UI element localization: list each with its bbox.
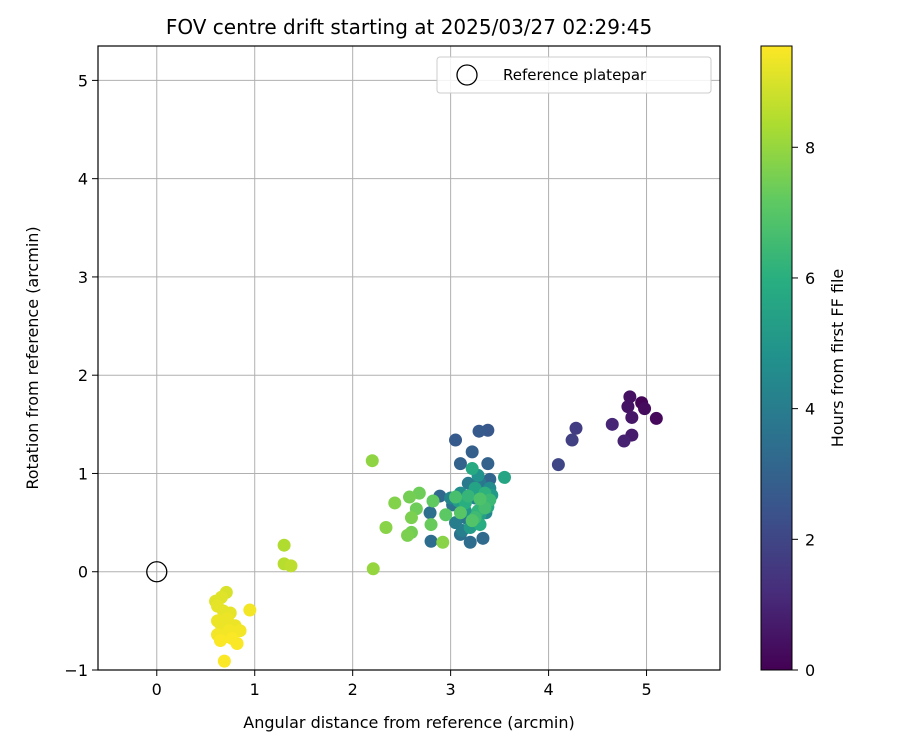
x-tick-label: 1: [250, 680, 260, 699]
scatter-point: [379, 521, 393, 535]
scatter-point: [401, 528, 415, 542]
scatter-point: [473, 492, 487, 506]
legend-label: Reference platepar: [503, 66, 647, 84]
x-axis-label: Angular distance from reference (arcmin): [243, 713, 574, 732]
y-tick-label: 0: [78, 563, 88, 582]
x-tick-label: 3: [446, 680, 456, 699]
scatter-point: [424, 518, 438, 532]
scatter-point: [623, 390, 637, 404]
scatter-point: [463, 535, 477, 549]
scatter-point: [449, 490, 463, 504]
scatter-point: [225, 632, 239, 646]
scatter-point: [453, 506, 467, 520]
y-tick-label: 2: [78, 366, 88, 385]
y-tick-label: 5: [78, 71, 88, 90]
reference-marker-group: [146, 561, 168, 583]
scatter-point: [649, 411, 663, 425]
scatter-point: [426, 494, 440, 508]
data-points: [209, 390, 663, 668]
scatter-point: [284, 559, 298, 573]
colorbar-tick-label: 8: [805, 138, 815, 157]
scatter-point: [569, 421, 583, 435]
scatter-point: [621, 400, 635, 414]
colorbar-label: Hours from first FF file: [828, 269, 847, 448]
scatter-point: [453, 457, 467, 471]
scatter-point: [472, 424, 486, 438]
scatter-point: [436, 535, 450, 549]
scatter-point: [476, 531, 490, 545]
chart-title: FOV centre drift starting at 2025/03/27 …: [166, 15, 652, 39]
scatter-point: [388, 496, 402, 510]
colorbar: 0 2 4 6 8: [760, 45, 815, 680]
scatter-point: [366, 562, 380, 576]
colorbar-tick-label: 0: [805, 661, 815, 680]
colorbar-tick-label: 6: [805, 269, 815, 288]
scatter-point: [625, 410, 639, 424]
x-tick-label: 4: [543, 680, 553, 699]
scatter-point: [402, 490, 416, 504]
scatter-point: [638, 402, 652, 416]
legend: Reference platepar: [436, 56, 712, 94]
colorbar-gradient: [760, 45, 793, 671]
x-tick-label: 0: [152, 680, 162, 699]
scatter-point: [461, 489, 475, 503]
colorbar-tick-label: 2: [805, 530, 815, 549]
legend-box: [436, 56, 712, 94]
scatter-point: [404, 511, 418, 525]
scatter-point: [412, 486, 426, 500]
y-tick-label: 1: [78, 464, 88, 483]
reference-point: [146, 561, 168, 583]
scatter-point: [233, 624, 247, 638]
scatter-point: [465, 462, 479, 476]
scatter-point: [213, 634, 227, 648]
x-tick-label: 5: [641, 680, 651, 699]
scatter-point: [617, 434, 631, 448]
scatter-point: [551, 458, 565, 472]
scatter-point: [498, 470, 512, 484]
x-tick-label: 2: [348, 680, 358, 699]
scatter-point: [465, 514, 479, 528]
scatter-point: [465, 445, 479, 459]
scatter-point: [481, 457, 495, 471]
scatter-point: [423, 506, 437, 520]
colorbar-tick-label: 4: [805, 400, 815, 419]
y-tick-label: 3: [78, 268, 88, 287]
grid-lines: [98, 46, 720, 671]
scatter-point: [217, 654, 231, 668]
legend-marker-icon: [456, 64, 478, 86]
scatter-point: [565, 433, 579, 447]
scatter-point: [439, 508, 453, 522]
scatter-point: [277, 538, 291, 552]
scatter-point: [449, 433, 463, 447]
scatter-point: [605, 417, 619, 431]
y-tick-label: 4: [78, 170, 88, 189]
scatter-point: [243, 603, 257, 617]
scatter-point: [365, 454, 379, 468]
y-axis-label: Rotation from reference (arcmin): [23, 226, 42, 489]
plot-frame: [97, 45, 721, 671]
axis-ticks: 0 1 2 3 4 5 −1 0 1 2 3 4 5: [64, 71, 651, 699]
y-tick-label: −1: [64, 661, 88, 680]
scatter-point: [424, 534, 438, 548]
